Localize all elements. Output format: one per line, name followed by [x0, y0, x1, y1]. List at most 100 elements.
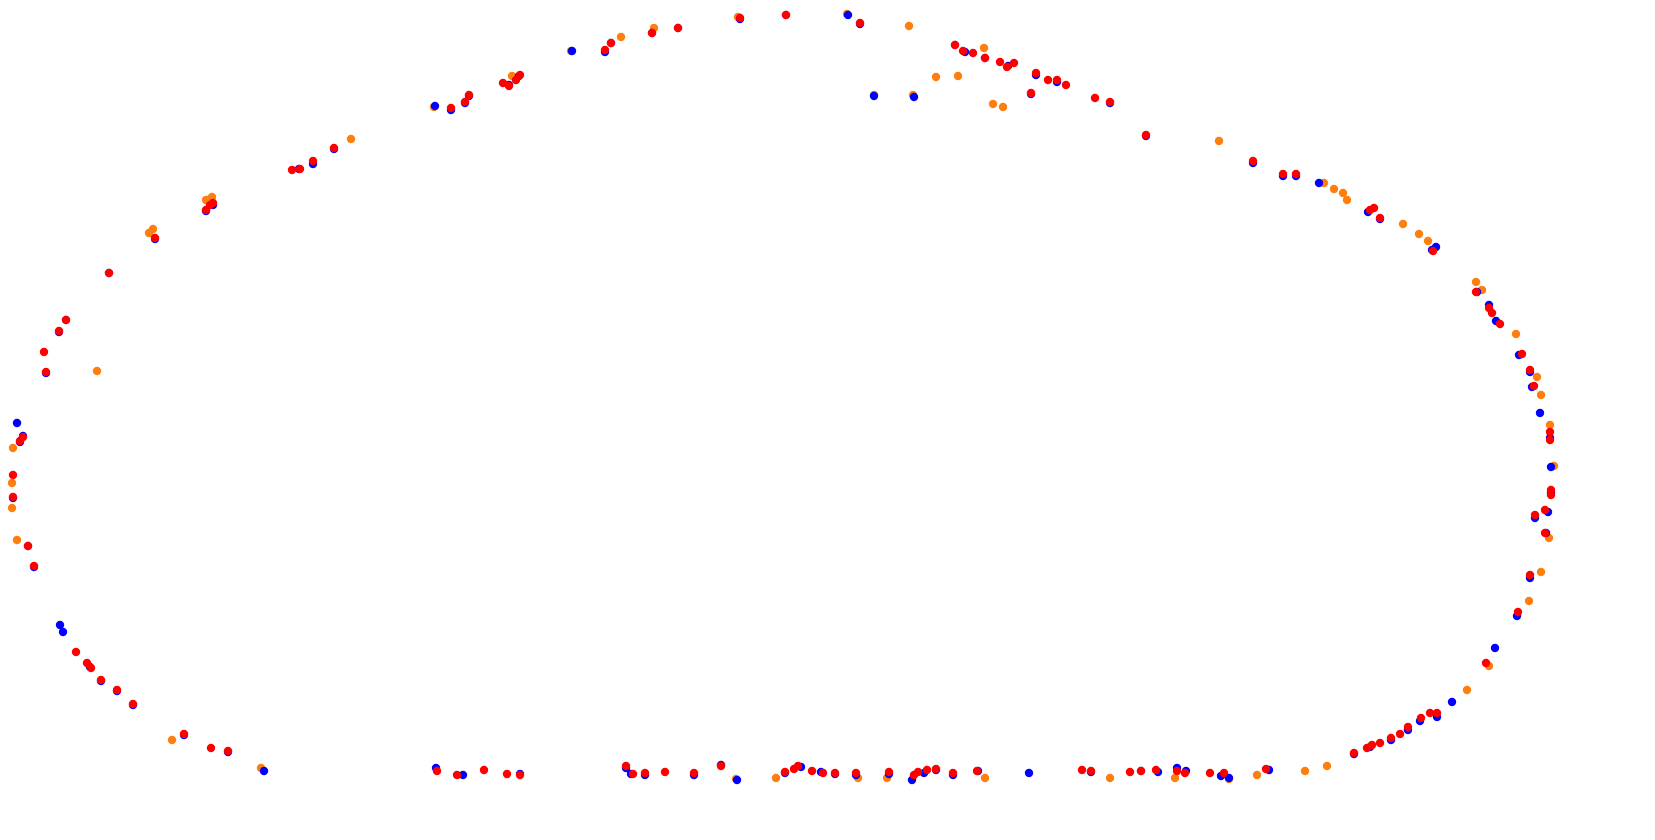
scatter-point — [7, 478, 17, 488]
scatter-point — [515, 770, 525, 780]
scatter-point — [1375, 213, 1385, 223]
scatter-point — [1369, 203, 1379, 213]
scatter-point — [600, 45, 610, 55]
scatter-point — [1349, 748, 1359, 758]
scatter-point — [1024, 768, 1034, 778]
scatter-point — [1026, 88, 1036, 98]
scatter-point — [1425, 708, 1435, 718]
scatter-point — [92, 366, 102, 376]
scatter-point — [8, 443, 18, 453]
scatter-point — [346, 134, 356, 144]
scatter-point — [1517, 349, 1527, 359]
scatter-point — [793, 761, 803, 771]
scatter-point — [830, 768, 840, 778]
scatter-point — [1077, 765, 1087, 775]
scatter-point — [206, 743, 216, 753]
scatter-point — [843, 10, 853, 20]
scatter-point — [1342, 195, 1352, 205]
scatter-point — [41, 367, 51, 377]
scatter-point — [1314, 178, 1324, 188]
scatter-point — [1180, 768, 1190, 778]
scatter-point — [1423, 236, 1433, 246]
scatter-point — [980, 53, 990, 63]
scatter-point — [504, 81, 514, 91]
scatter-point — [1540, 528, 1550, 538]
scatter-point — [931, 764, 941, 774]
scatter-point — [780, 767, 790, 777]
scatter-point — [1170, 773, 1180, 783]
scatter-point — [851, 768, 861, 778]
scatter-point — [958, 46, 968, 56]
scatter-point — [1151, 765, 1161, 775]
scatter-point — [1529, 381, 1539, 391]
scatter-point — [452, 770, 462, 780]
scatter-point — [1043, 75, 1053, 85]
scatter-point — [1105, 773, 1115, 783]
scatter-point — [1487, 308, 1497, 318]
scatter-point — [12, 535, 22, 545]
scatter-point — [144, 228, 154, 238]
scatter-point — [1428, 246, 1438, 256]
scatter-point — [446, 103, 456, 113]
scatter-point — [1495, 319, 1505, 329]
scatter-point — [1545, 420, 1555, 430]
scatter-point — [1403, 722, 1413, 732]
scatter-point — [112, 685, 122, 695]
scatter-point — [1546, 462, 1556, 472]
scatter-point — [771, 773, 781, 783]
scatter-point — [931, 72, 941, 82]
scatter-point — [1535, 408, 1545, 418]
scatter-point — [1322, 761, 1332, 771]
scatter-point — [869, 91, 879, 101]
scatter-point — [884, 767, 894, 777]
scatter-point — [458, 770, 468, 780]
scatter-point — [1205, 768, 1215, 778]
scatter-point — [58, 627, 68, 637]
scatter-point — [150, 233, 160, 243]
scatter-point — [1009, 58, 1019, 68]
scatter-point — [673, 23, 683, 33]
scatter-point — [567, 46, 577, 56]
scatter-point — [818, 768, 828, 778]
scatter-points — [7, 9, 1559, 785]
scatter-point — [1105, 97, 1115, 107]
scatter-point — [1278, 169, 1288, 179]
scatter-point — [1086, 766, 1096, 776]
scatter-point — [1511, 329, 1521, 339]
scatter-point — [432, 766, 442, 776]
scatter-point — [640, 768, 650, 778]
scatter-point — [1471, 277, 1481, 287]
scatter-point — [968, 48, 978, 58]
scatter-point — [855, 18, 865, 28]
scatter-point — [628, 769, 638, 779]
scatter-point — [909, 92, 919, 102]
scatter-point — [1546, 490, 1556, 500]
scatter-point — [1219, 768, 1229, 778]
scatter-point — [1525, 365, 1535, 375]
scatter-point — [8, 470, 18, 480]
scatter-point — [7, 503, 17, 513]
scatter-point — [995, 57, 1005, 67]
scatter-point — [295, 164, 305, 174]
scatter-point — [128, 699, 138, 709]
scatter-point — [464, 90, 474, 100]
scatter-point — [716, 761, 726, 771]
scatter-point — [1481, 658, 1491, 668]
scatter-point — [1031, 68, 1041, 78]
scatter-point — [621, 761, 631, 771]
scatter-point — [904, 21, 914, 31]
scatter-point — [479, 765, 489, 775]
scatter-point — [1432, 708, 1442, 718]
scatter-point — [1248, 156, 1258, 166]
scatter-point — [1490, 643, 1500, 653]
scatter-point — [1414, 229, 1424, 239]
scatter-point — [1545, 427, 1555, 437]
scatter-point — [54, 326, 64, 336]
scatter-point — [979, 43, 989, 53]
scatter-point — [1416, 713, 1426, 723]
scatter-point — [913, 767, 923, 777]
scatter-point — [953, 71, 963, 81]
scatter-point — [179, 729, 189, 739]
scatter-point — [515, 70, 525, 80]
scatter-point — [259, 766, 269, 776]
